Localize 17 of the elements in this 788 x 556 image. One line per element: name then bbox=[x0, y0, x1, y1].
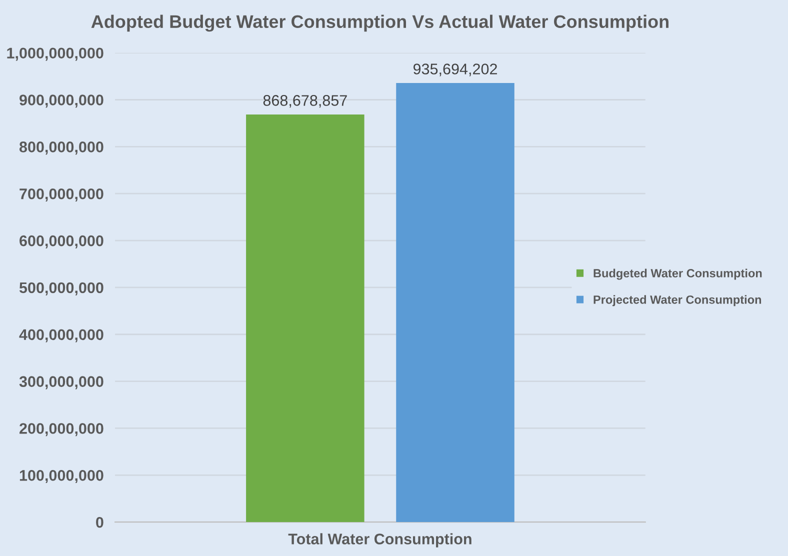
x-tick-label: Total Water Consumption bbox=[288, 533, 472, 548]
y-tick-label: 600,000,000 bbox=[20, 235, 104, 248]
y-tick-label: 200,000,000 bbox=[20, 423, 104, 436]
y-tick-label: 100,000,000 bbox=[20, 470, 104, 484]
legend-label: Projected Water Consumption bbox=[594, 295, 762, 306]
data-label: 935,694,202 bbox=[413, 64, 497, 76]
y-tick-label: 0 bbox=[96, 516, 104, 528]
y-tick-label: 900,000,000 bbox=[20, 94, 104, 108]
y-tick-label: 700,000,000 bbox=[20, 188, 104, 202]
y-tick-label: 500,000,000 bbox=[19, 282, 104, 296]
y-tick-label: 800,000,000 bbox=[19, 142, 104, 155]
y-tick-label: 1,000,000,000 bbox=[7, 48, 104, 61]
y-tick-label: 300,000,000 bbox=[19, 376, 104, 390]
chart-title: Adopted Budget Water Consumption Vs Actual Water Consumption bbox=[91, 14, 668, 32]
y-tick-label: 400,000,000 bbox=[19, 329, 104, 342]
data-label: 868,678,857 bbox=[263, 95, 347, 108]
legend-label: Budgeted Water Consumption bbox=[594, 268, 762, 280]
